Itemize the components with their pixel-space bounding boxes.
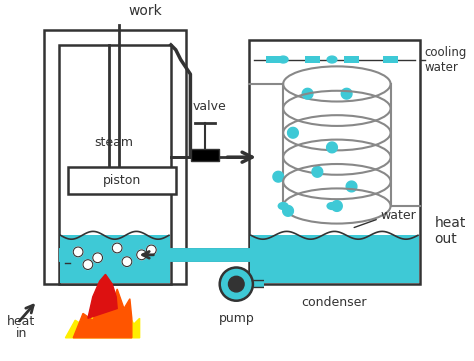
Polygon shape: [346, 181, 357, 192]
Polygon shape: [73, 289, 132, 338]
Bar: [249, 40, 420, 284]
Bar: [68, 167, 176, 194]
Text: in: in: [16, 327, 27, 340]
Circle shape: [122, 257, 132, 266]
Bar: [383, 56, 398, 64]
Polygon shape: [283, 205, 293, 216]
Polygon shape: [312, 166, 323, 177]
Circle shape: [83, 260, 93, 269]
Circle shape: [146, 245, 156, 255]
Ellipse shape: [327, 203, 337, 209]
Circle shape: [228, 276, 244, 292]
Polygon shape: [327, 142, 337, 153]
Text: cooling
water: cooling water: [425, 45, 467, 74]
Bar: [265, 56, 281, 64]
Polygon shape: [302, 88, 313, 99]
Text: steam: steam: [95, 136, 134, 149]
Bar: [250, 235, 419, 283]
Ellipse shape: [278, 56, 288, 63]
Circle shape: [93, 253, 102, 263]
Polygon shape: [65, 301, 140, 338]
Bar: [191, 149, 219, 161]
Polygon shape: [288, 127, 298, 138]
Circle shape: [220, 268, 253, 301]
Bar: [344, 56, 359, 64]
Circle shape: [112, 243, 122, 253]
Bar: [60, 235, 170, 283]
Circle shape: [73, 247, 83, 257]
Text: heat: heat: [8, 315, 36, 328]
Ellipse shape: [278, 203, 288, 209]
Text: work: work: [129, 4, 163, 18]
Text: heat
out: heat out: [435, 216, 466, 246]
Polygon shape: [88, 274, 117, 318]
Polygon shape: [341, 88, 352, 99]
Polygon shape: [331, 201, 342, 211]
Bar: [305, 56, 320, 64]
Bar: [59, 45, 171, 284]
Ellipse shape: [327, 56, 337, 63]
Polygon shape: [273, 171, 283, 182]
Circle shape: [137, 250, 146, 260]
Text: valve: valve: [193, 100, 227, 113]
Text: piston: piston: [103, 174, 141, 187]
Bar: [44, 30, 185, 284]
Text: pump: pump: [219, 312, 254, 325]
Text: condenser: condenser: [301, 296, 367, 309]
Text: water: water: [381, 209, 417, 222]
